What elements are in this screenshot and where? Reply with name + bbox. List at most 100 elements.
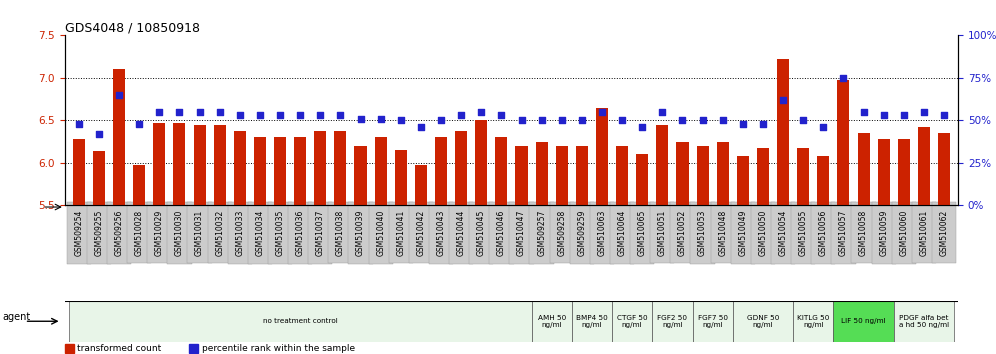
- Bar: [93, 151, 105, 205]
- Bar: [572, 301, 613, 342]
- Bar: [394, 150, 406, 205]
- Point: [91, 131, 107, 137]
- Text: percentile rank within the sample: percentile rank within the sample: [201, 344, 355, 353]
- Text: BMP4 50
ng/ml: BMP4 50 ng/ml: [576, 315, 608, 328]
- Text: CTGF 50
ng/ml: CTGF 50 ng/ml: [617, 315, 647, 328]
- Bar: [516, 146, 528, 205]
- Bar: [858, 133, 870, 205]
- Bar: [536, 142, 548, 205]
- Bar: [733, 301, 793, 342]
- Bar: [793, 301, 834, 342]
- Point: [715, 118, 731, 123]
- Bar: [676, 142, 688, 205]
- Text: AMH 50
ng/ml: AMH 50 ng/ml: [538, 315, 566, 328]
- Point: [875, 113, 891, 118]
- Text: no treatment control: no treatment control: [263, 318, 338, 324]
- Point: [534, 118, 550, 123]
- Text: agent: agent: [2, 312, 30, 322]
- Bar: [374, 137, 386, 205]
- Bar: [189, 344, 198, 353]
- Point: [836, 75, 852, 81]
- Text: GDS4048 / 10850918: GDS4048 / 10850918: [65, 21, 200, 34]
- Point: [473, 109, 489, 115]
- Bar: [294, 137, 306, 205]
- Bar: [73, 139, 85, 205]
- Text: GDNF 50
ng/ml: GDNF 50 ng/ml: [747, 315, 779, 328]
- Bar: [532, 301, 572, 342]
- Bar: [897, 139, 910, 205]
- Bar: [877, 139, 889, 205]
- Text: KITLG 50
ng/ml: KITLG 50 ng/ml: [797, 315, 830, 328]
- Bar: [133, 165, 145, 205]
- Text: LIF 50 ng/ml: LIF 50 ng/ml: [842, 318, 885, 324]
- Point: [514, 118, 530, 123]
- Point: [232, 113, 248, 118]
- Bar: [234, 131, 246, 205]
- Text: transformed count: transformed count: [78, 344, 161, 353]
- Bar: [613, 301, 652, 342]
- Point: [694, 118, 710, 123]
- Point: [212, 109, 228, 115]
- Point: [433, 118, 449, 123]
- Bar: [818, 156, 830, 205]
- Point: [634, 124, 650, 130]
- Bar: [556, 146, 568, 205]
- Point: [131, 121, 147, 127]
- Point: [373, 116, 388, 121]
- Bar: [652, 301, 692, 342]
- Text: PDGF alfa bet
a hd 50 ng/ml: PDGF alfa bet a hd 50 ng/ml: [898, 315, 949, 328]
- Point: [775, 97, 791, 103]
- Bar: [355, 146, 367, 205]
- Point: [151, 109, 167, 115]
- Point: [916, 109, 932, 115]
- Bar: [153, 123, 165, 205]
- Point: [353, 116, 369, 121]
- Bar: [193, 125, 205, 205]
- Point: [171, 109, 187, 115]
- Bar: [315, 131, 327, 205]
- Bar: [576, 146, 588, 205]
- Point: [856, 109, 872, 115]
- Point: [895, 113, 911, 118]
- Point: [554, 118, 570, 123]
- Text: FGF7 50
ng/ml: FGF7 50 ng/ml: [697, 315, 728, 328]
- Bar: [213, 125, 226, 205]
- Bar: [893, 301, 954, 342]
- Point: [795, 118, 811, 123]
- Bar: [656, 125, 668, 205]
- Bar: [737, 156, 749, 205]
- Bar: [335, 131, 347, 205]
- Bar: [475, 120, 487, 205]
- Bar: [435, 137, 447, 205]
- Point: [112, 92, 127, 98]
- Point: [654, 109, 670, 115]
- Bar: [274, 137, 286, 205]
- Bar: [455, 131, 467, 205]
- Point: [71, 121, 87, 127]
- Bar: [617, 146, 628, 205]
- Point: [493, 113, 509, 118]
- Bar: [838, 80, 850, 205]
- Bar: [113, 69, 125, 205]
- Bar: [777, 59, 789, 205]
- Point: [936, 113, 952, 118]
- Text: FGF2 50
ng/ml: FGF2 50 ng/ml: [657, 315, 687, 328]
- Bar: [65, 344, 74, 353]
- Point: [333, 113, 349, 118]
- Bar: [797, 148, 809, 205]
- Point: [272, 113, 288, 118]
- Point: [755, 121, 771, 127]
- Point: [453, 113, 469, 118]
- Point: [191, 109, 207, 115]
- Bar: [636, 154, 648, 205]
- Point: [816, 124, 832, 130]
- Point: [735, 121, 751, 127]
- Point: [674, 118, 690, 123]
- Point: [615, 118, 630, 123]
- Bar: [696, 146, 708, 205]
- Bar: [834, 301, 893, 342]
- Bar: [938, 133, 950, 205]
- Point: [574, 118, 590, 123]
- Point: [392, 118, 408, 123]
- Bar: [918, 127, 930, 205]
